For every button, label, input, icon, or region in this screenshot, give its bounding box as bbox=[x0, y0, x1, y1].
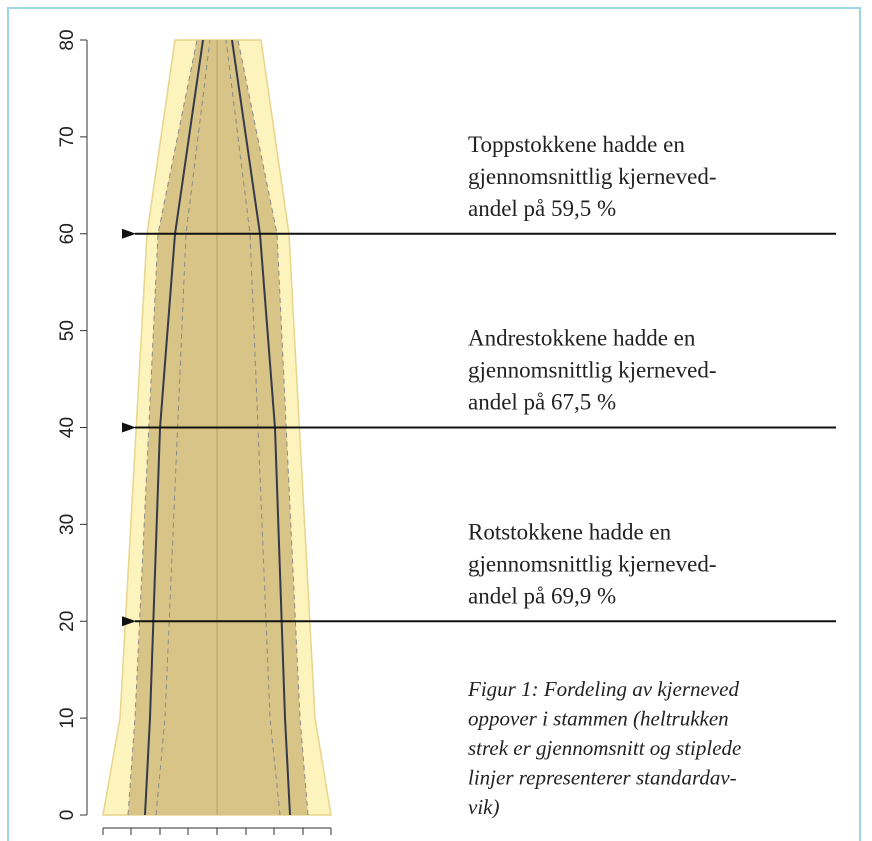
y-tick-label: 50 bbox=[57, 320, 78, 341]
y-tick-label: 10 bbox=[57, 708, 78, 729]
caption-line: vik) bbox=[468, 795, 499, 819]
annotation-text: Rotstokkene hadde en bbox=[468, 519, 672, 544]
annotation-text: andel på 69,9 % bbox=[468, 583, 616, 608]
annotation-text: Andrestokkene hadde en bbox=[468, 326, 696, 351]
caption-line: oppover i stammen (heltrukken bbox=[468, 707, 729, 731]
annotation-text: Toppstokkene hadde en bbox=[468, 132, 685, 157]
annotation-text: gjennomsnittlig kjerneved- bbox=[468, 551, 716, 576]
frame bbox=[7, 7, 861, 841]
y-tick-label: 40 bbox=[57, 417, 78, 438]
annotation-text: andel på 59,5 % bbox=[468, 196, 616, 221]
caption-line: linjer representerer standardav- bbox=[468, 766, 737, 790]
annotation-text: gjennomsnittlig kjerneved- bbox=[468, 358, 716, 383]
x-axis bbox=[102, 827, 332, 835]
annotation-text: gjennomsnittlig kjerneved- bbox=[468, 164, 716, 189]
y-tick-label: 30 bbox=[57, 514, 78, 535]
caption-line: Figur 1: Fordeling av kjerneved bbox=[467, 677, 739, 701]
annotation-text: andel på 67,5 % bbox=[468, 390, 616, 415]
y-tick-label: 0 bbox=[57, 810, 78, 821]
caption-line: strek er gjennomsnitt og stiplede bbox=[468, 736, 741, 760]
y-tick-label: 70 bbox=[57, 126, 78, 147]
y-tick-label: 60 bbox=[57, 223, 78, 244]
y-tick-label: 20 bbox=[57, 611, 78, 632]
y-tick-label: 80 bbox=[57, 29, 78, 50]
